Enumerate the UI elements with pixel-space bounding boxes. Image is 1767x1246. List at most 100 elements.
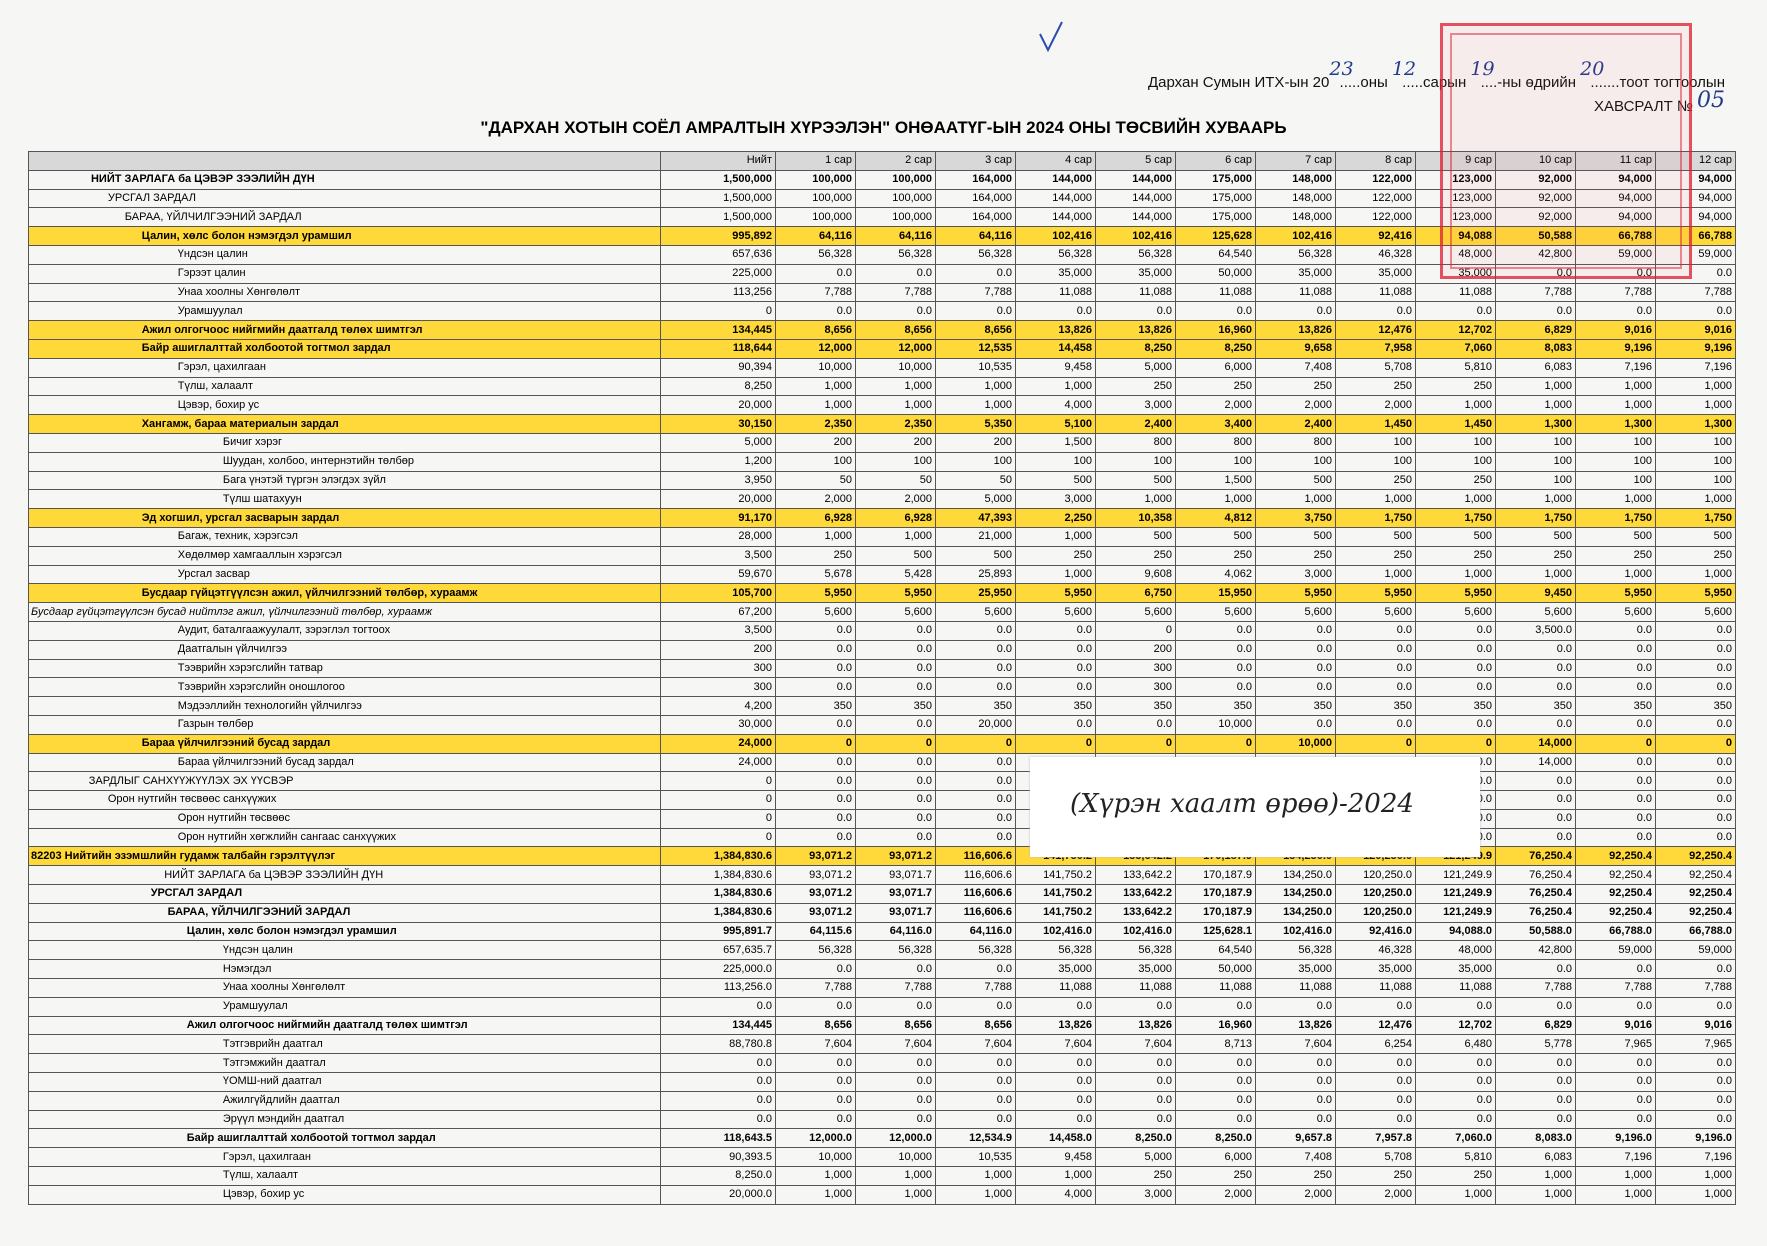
cell: 0.0	[1335, 639, 1416, 660]
cell: 16,960	[1175, 320, 1256, 340]
cell: 0.0	[1175, 1109, 1256, 1130]
cell: 1,000	[855, 376, 936, 397]
cell: 100	[855, 451, 936, 472]
cell: 93,071.2	[775, 884, 856, 904]
cell: 93,071.7	[855, 902, 936, 923]
cell: 0	[1095, 620, 1176, 641]
cell: 1,384,830.6	[660, 902, 776, 923]
cell: 2,350	[855, 414, 936, 434]
cell: 2,000	[775, 489, 856, 510]
cell: 0.0	[855, 771, 936, 792]
cell: 123,000	[1415, 169, 1496, 190]
row-label: Эд хогшил, урсгал засварын зардал	[28, 508, 661, 528]
cell: 0.0	[1015, 639, 1096, 660]
cell: 13,826	[1095, 1015, 1176, 1036]
cell: 47,393	[935, 508, 1016, 528]
cell: 93,071.7	[855, 884, 936, 904]
cell: 5,600	[1255, 602, 1336, 622]
row-label: Цэвэр, бохир ус	[28, 1184, 661, 1205]
cell: 0.0	[855, 752, 936, 773]
cell: 300	[1095, 677, 1176, 698]
cell: 122,000	[1335, 188, 1416, 209]
cell: 0	[1575, 733, 1656, 754]
cell: 0.0	[855, 658, 936, 679]
cell: 0.0	[1335, 620, 1416, 641]
cell: 64,116	[935, 226, 1016, 246]
table-row: Мэдээллийн технологийн үйлчилгээ 4,200 350…	[28, 696, 1736, 716]
row-label: Аудит, баталгаажуулалт, зэрэглэл тогтоох	[28, 620, 661, 641]
cell: 50,000	[1175, 263, 1256, 284]
row-label: Ажил олгогчоос нийгмийн даатгалд төлөх ш…	[28, 1015, 661, 1036]
cell: 3,400	[1175, 414, 1256, 434]
cell: 8,250	[1095, 338, 1176, 359]
cell: 9,608	[1095, 564, 1176, 585]
cell: 2,400	[1095, 414, 1176, 434]
cell: 7,060.0	[1415, 1128, 1496, 1149]
cell: 12,476	[1335, 320, 1416, 340]
cell: 148,000	[1255, 169, 1336, 190]
table-row: НИЙТ ЗАРЛАГА ба ЦЭВЭР ЗЭЭЛИЙН ДҮН 1,384,8…	[28, 865, 1736, 886]
cell: 8,656	[935, 1015, 1016, 1036]
row-label: Бичиг хэрэг	[28, 432, 661, 453]
cell: 35,000	[1015, 263, 1096, 284]
cell: 0.0	[1655, 752, 1736, 773]
cell: 0.0	[935, 620, 1016, 641]
row-label: Нэмэгдэл	[28, 959, 661, 980]
cell: 134,445	[660, 1015, 776, 1036]
cell: 100	[1495, 470, 1576, 491]
cell: 1,750	[1655, 508, 1736, 528]
table-row: Эрүүл мэндийн даатгал 0.0 0.0 0.0 0.0 0.0 0.0 0…	[28, 1109, 1736, 1130]
cell: 1,750	[1415, 508, 1496, 528]
cell: 1,450	[1415, 414, 1496, 434]
table-row: Хангамж, бараа материалын зардал 30,150 2,…	[28, 414, 1736, 434]
cell: 5,100	[1015, 414, 1096, 434]
row-label: Шуудан, холбоо, интернэтийн төлбөр	[28, 451, 661, 472]
cell: 175,000	[1175, 207, 1256, 228]
cell: 2,400	[1255, 414, 1336, 434]
cell: 0.0	[855, 714, 936, 735]
cell: 0.0	[1335, 658, 1416, 679]
cell: 7,788	[855, 282, 936, 303]
cell: 76,250.4	[1495, 884, 1576, 904]
table-row: ҮОМШ-ний даатгал 0.0 0.0 0.0 0.0 0.0 0.0 0.0 0.0…	[28, 1072, 1736, 1092]
row-label: БАРАА, ҮЙЛЧИЛГЭЭНИЙ ЗАРДАЛ	[28, 207, 661, 228]
cell: 800	[1095, 432, 1176, 453]
cell: 2,000	[1255, 1184, 1336, 1205]
cell: 50,588.0	[1495, 921, 1576, 942]
cell: 133,642.2	[1095, 865, 1176, 886]
table-row: Гэрэл, цахилгаан 90,393.5 10,000 10,000 10,5…	[28, 1147, 1736, 1168]
cell: 0.0	[1335, 677, 1416, 698]
cell: 0.0	[935, 263, 1016, 284]
table-row: Тэтгэмжийн даатгал 0.0 0.0 0.0 0.0 0.0 0.0 0.0 0…	[28, 1053, 1736, 1074]
cell: 2,000	[855, 489, 936, 510]
cell: 92,416	[1335, 226, 1416, 246]
cell: 59,000	[1655, 940, 1736, 961]
cell: 7,604	[775, 1034, 856, 1055]
cell: 0.0	[775, 620, 856, 641]
cell: 76,250.4	[1495, 865, 1576, 886]
header-cell: 8 сар	[1335, 151, 1416, 171]
cell: 13,826	[1015, 320, 1096, 340]
cell: 500	[1255, 526, 1336, 547]
handwritten-note: (Хүрэн хаалт өрөө)-2024	[1030, 757, 1480, 857]
cell: 0.0	[1175, 1072, 1256, 1092]
cell: 1,000	[1495, 564, 1576, 585]
cell: 5,950	[1335, 583, 1416, 604]
cell: 0	[660, 790, 776, 810]
row-label: Бусдаар гүйцэтгүүлсэн ажил, үйлчилгээний…	[28, 583, 661, 604]
row-label: Үндсэн цалин	[28, 940, 661, 961]
cell: 92,250.4	[1575, 884, 1656, 904]
cell: 0.0	[1095, 301, 1176, 322]
cell: 35,000	[1255, 263, 1336, 284]
table-row: Тэтгэврийн даатгал 88,780.8 7,604 7,604 7,60…	[28, 1034, 1736, 1055]
cell: 8,250	[660, 376, 776, 397]
row-label: 82203 Нийтийн эзэмшлийн гудамж талбайн г…	[28, 846, 661, 867]
table-row: БАРАА, ҮЙЛЧИЛГЭЭНИЙ ЗАРДАЛ 1,500,000 100,0…	[28, 207, 1736, 228]
cell: 121,249.9	[1415, 865, 1496, 886]
cell: 100	[1335, 432, 1416, 453]
cell: 5,600	[935, 602, 1016, 622]
cell: 121,249.9	[1415, 902, 1496, 923]
cell: 0.0	[935, 959, 1016, 980]
cell: 90,394	[660, 357, 776, 378]
cell: 10,000	[1255, 733, 1336, 754]
